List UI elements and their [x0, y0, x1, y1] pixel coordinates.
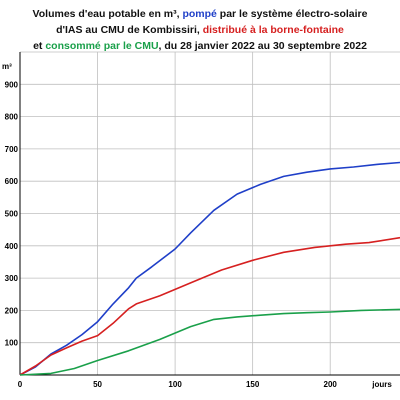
title-text-ias: d'IAS au CMU de Kombissiri, — [56, 24, 203, 36]
y-tick-label: 900 — [5, 80, 19, 89]
title-text-dates: , du 28 janvier 2022 au 30 septembre 202… — [158, 40, 367, 52]
title-text-systeme: par le système électro-solaire — [216, 8, 368, 20]
title-text-consomme: consommé par le CMU — [45, 40, 159, 52]
y-tick-label: 400 — [5, 242, 19, 251]
title-text-distribue: distribué à la borne-fontaine — [202, 24, 344, 36]
series-line-3 — [19, 308, 400, 376]
title-line-3: et consommé par le CMU, du 28 janvier 20… — [0, 38, 400, 54]
tick-labels: 100 200 300 400 500 600 700 800 900 0 50 100 150 200 m… — [2, 62, 392, 389]
x-tick-label: 150 — [246, 380, 260, 389]
series-line-1 — [19, 161, 400, 376]
axes — [19, 52, 400, 376]
x-tick-label: 200 — [324, 380, 338, 389]
title-text-pompe: pompé — [182, 8, 217, 20]
y-tick-label: 500 — [5, 210, 19, 219]
y-tick-label: 600 — [5, 177, 19, 186]
title-text-volumes: Volumes d'eau potable en m³, — [32, 8, 183, 20]
x-tick-label: 50 — [93, 380, 102, 389]
y-tick-label: 200 — [5, 306, 19, 315]
y-tick-label: 100 — [5, 339, 19, 348]
title-text-et: et — [33, 40, 46, 52]
y-tick-label: 300 — [5, 274, 19, 283]
y-tick-label: 800 — [5, 113, 19, 122]
title-line-2: d'IAS au CMU de Kombissiri, distribué à … — [0, 22, 400, 38]
y-tick-label: 700 — [5, 145, 19, 154]
x-tick-label: 0 — [18, 380, 23, 389]
series-line-2 — [19, 236, 400, 376]
series-group — [19, 161, 400, 376]
x-axis-label: jours — [371, 380, 392, 389]
chart-title: Volumes d'eau potable en m³, pompé par l… — [0, 6, 400, 54]
y-axis-label: m³ — [2, 62, 12, 71]
x-tick-label: 100 — [168, 380, 182, 389]
title-line-1: Volumes d'eau potable en m³, pompé par l… — [0, 6, 400, 22]
